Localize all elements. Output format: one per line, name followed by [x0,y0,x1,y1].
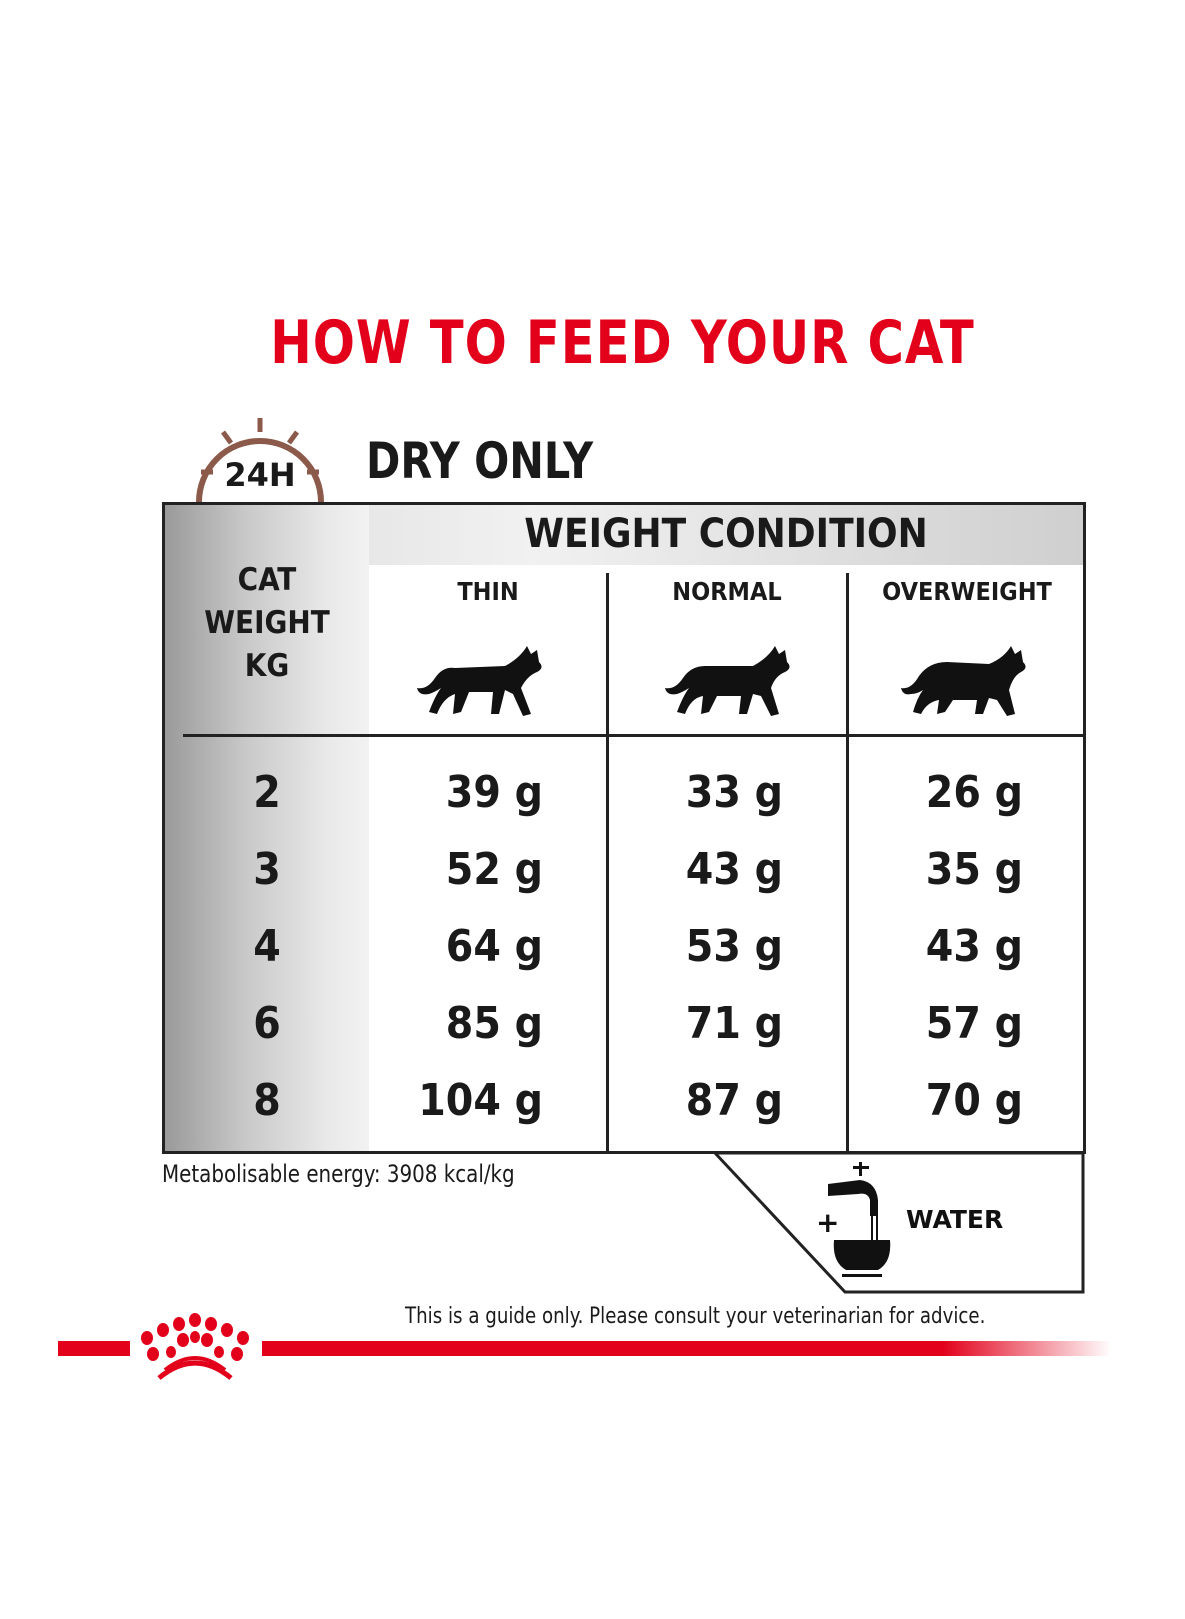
column-divider [846,573,849,1151]
red-stripe-left [58,1341,130,1356]
weight-condition-header: WEIGHT CONDITION [524,511,928,557]
disclaimer: This is a guide only. Please consult you… [405,1304,986,1329]
tap-bowl-icon [828,1162,891,1277]
column-normal: NORMAL [672,577,782,606]
water-box: + WATER [713,1151,1085,1294]
column-thin: THIN [457,577,519,606]
overweight-cat-icon [901,646,1026,716]
plus-sign: + [816,1206,839,1239]
royal-canin-crown-logo [141,1313,249,1380]
thin-cat-icon [417,646,542,716]
cat-weight-header: CAT WEIGHT KG [204,562,330,684]
metabolisable-energy: Metabolisable energy: 3908 kcal/kg [162,1160,515,1188]
badge-text: 24H [224,456,295,494]
page-title: HOW TO FEED YOUR CAT [270,308,975,378]
clock-24h-icon: 24H [196,418,324,503]
red-stripe-right [262,1341,1112,1356]
normal-cat-icon [665,646,790,716]
column-divider [606,573,609,1151]
feeding-mode: DRY ONLY [366,432,594,490]
header-divider [183,734,1083,737]
feeding-table: WEIGHT CONDITION CAT WEIGHT KG THIN NORM… [162,502,1086,1154]
left-column-bg [165,505,369,1151]
column-overweight: OVERWEIGHT [882,577,1052,606]
water-label: WATER [906,1205,1003,1234]
